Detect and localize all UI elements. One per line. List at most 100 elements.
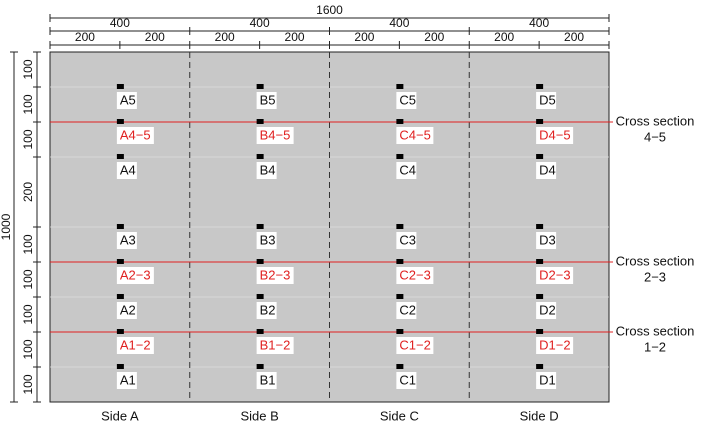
sensor: [256, 259, 264, 264]
sensor: [536, 329, 544, 334]
side-label: Side A: [101, 408, 139, 423]
label-bg: [256, 162, 277, 179]
label-bg: [256, 267, 294, 284]
label-bg: [256, 127, 294, 144]
sensor-label: D1: [539, 372, 556, 387]
sensor: [536, 119, 544, 124]
sensor: [536, 294, 544, 299]
side-label: Side C: [380, 408, 419, 423]
sensor-label: D2: [539, 302, 556, 317]
dim-label: 1600: [316, 3, 343, 17]
dim-label: 1000: [0, 213, 13, 240]
sensor: [116, 259, 124, 264]
sensor-label: B3: [260, 232, 276, 247]
section-label: 4−5: [644, 129, 666, 144]
dim-label: 100: [21, 129, 35, 149]
dim-label: 400: [389, 16, 409, 30]
sensor-label: A2−3: [120, 267, 151, 282]
dim-label: 100: [21, 374, 35, 394]
sensor: [396, 294, 404, 299]
dim-label: 400: [110, 16, 130, 30]
sensor: [396, 259, 404, 264]
sensor-label: A1: [120, 372, 136, 387]
sensor: [396, 364, 404, 369]
label-bg: [536, 372, 557, 389]
dim-label: 200: [424, 30, 444, 44]
sensor-label: B2: [260, 302, 276, 317]
sensor: [256, 84, 264, 89]
dim-label: 200: [564, 30, 584, 44]
section-label: 2−3: [644, 269, 666, 284]
label-bg: [116, 232, 137, 249]
label-bg: [396, 302, 417, 319]
dim-label: 200: [215, 30, 235, 44]
sensor-label: A5: [120, 92, 136, 107]
label-bg: [536, 337, 574, 354]
sensor: [256, 224, 264, 229]
dim-label: 400: [529, 16, 549, 30]
sensor-label: A4: [120, 162, 136, 177]
label-bg: [116, 372, 137, 389]
sensor-label: A2: [120, 302, 136, 317]
section-label: Cross section: [616, 323, 695, 338]
sensor: [536, 84, 544, 89]
dim-label: 100: [21, 59, 35, 79]
sensor: [116, 224, 124, 229]
sensor: [256, 119, 264, 124]
sensor-label: C2: [399, 302, 416, 317]
label-bg: [396, 92, 417, 109]
label-bg: [116, 337, 154, 354]
sensor-label: B5: [260, 92, 276, 107]
sensor: [536, 364, 544, 369]
dim-label: 200: [75, 30, 95, 44]
sensor-label: B4: [260, 162, 276, 177]
label-bg: [116, 162, 137, 179]
sensor-label: C1: [399, 372, 416, 387]
dim-label: 100: [21, 269, 35, 289]
sensor: [396, 84, 404, 89]
label-bg: [536, 92, 557, 109]
sensor-label: D5: [539, 92, 556, 107]
sensor-label: C4−5: [399, 127, 430, 142]
dim-label: 200: [494, 30, 514, 44]
label-bg: [396, 232, 417, 249]
dim-label: 100: [21, 234, 35, 254]
sensor-label: B2−3: [260, 267, 291, 282]
label-bg: [396, 127, 434, 144]
sensor: [116, 84, 124, 89]
label-bg: [116, 267, 154, 284]
label-bg: [256, 337, 294, 354]
sensor: [116, 294, 124, 299]
sensor: [396, 329, 404, 334]
sensor-label: B4−5: [260, 127, 291, 142]
sensor: [116, 154, 124, 159]
dim-label: 200: [354, 30, 374, 44]
sensor: [536, 259, 544, 264]
section-label: Cross section: [616, 253, 695, 268]
sensor: [116, 119, 124, 124]
label-bg: [256, 92, 277, 109]
dim-label: 100: [21, 304, 35, 324]
sensor: [256, 329, 264, 334]
label-bg: [116, 92, 137, 109]
dim-label: 200: [145, 30, 165, 44]
sensor-label: D3: [539, 232, 556, 247]
label-bg: [396, 267, 434, 284]
label-bg: [396, 162, 417, 179]
sensor: [396, 154, 404, 159]
sensor-label: D4−5: [539, 127, 570, 142]
sensor-label: B1: [260, 372, 276, 387]
sensor: [256, 364, 264, 369]
sensor-label: D4: [539, 162, 556, 177]
sensor-label: C1−2: [399, 337, 430, 352]
side-label: Side D: [520, 408, 559, 423]
label-bg: [396, 372, 417, 389]
sensor-label: A4−5: [120, 127, 151, 142]
dim-label: 200: [285, 30, 305, 44]
sensor-label: B1−2: [260, 337, 291, 352]
dim-label: 200: [21, 182, 35, 202]
label-bg: [116, 127, 154, 144]
section-label: Cross section: [616, 113, 695, 128]
sensor-label: D1−2: [539, 337, 570, 352]
